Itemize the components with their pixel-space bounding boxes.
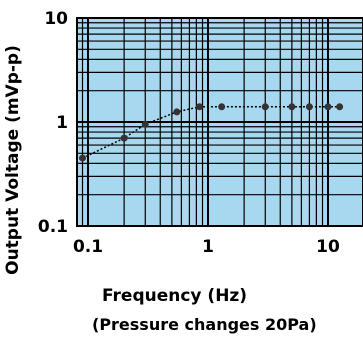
data-point xyxy=(120,134,128,142)
data-points xyxy=(79,103,344,162)
data-point xyxy=(79,154,87,162)
y-tick-label: 0.1 xyxy=(38,217,68,237)
x-tick-label: 10 xyxy=(316,237,340,257)
data-point xyxy=(324,103,332,111)
data-point xyxy=(173,108,181,116)
data-point xyxy=(336,103,344,111)
data-point xyxy=(261,103,269,111)
x-axis-label: Frequency (Hz) xyxy=(102,286,247,306)
y-tick-label: 10 xyxy=(44,9,68,29)
data-point xyxy=(141,120,149,128)
data-point xyxy=(218,103,226,111)
x-tick-label: 1 xyxy=(202,237,214,257)
tick-labels: 0.1 1 10 10 1 0.1 xyxy=(38,9,340,257)
series-line xyxy=(82,106,340,159)
y-tick-label: 1 xyxy=(56,113,68,133)
chart-note: (Pressure changes 20Pa) xyxy=(92,315,317,334)
data-point xyxy=(305,103,313,111)
x-tick-label: 0.1 xyxy=(73,237,103,257)
y-axis-label: Output Voltage (mVp-p) xyxy=(3,45,23,275)
grid-lines xyxy=(77,18,363,227)
data-point xyxy=(196,103,204,111)
data-point xyxy=(288,103,296,111)
